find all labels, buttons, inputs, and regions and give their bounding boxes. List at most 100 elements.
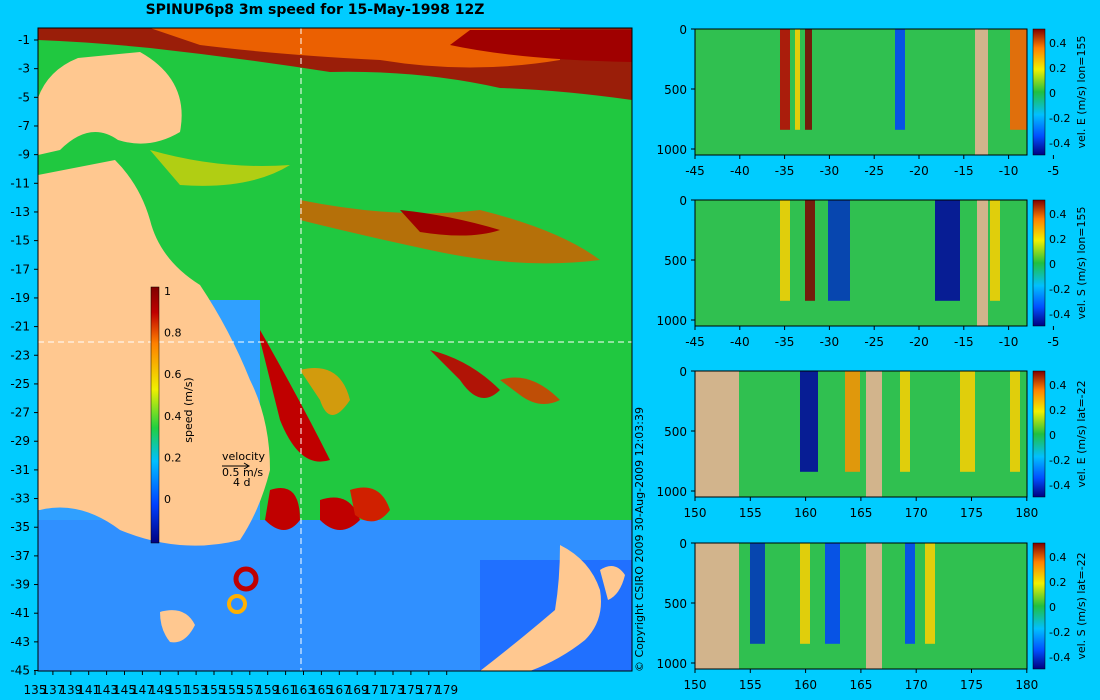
section-feature	[795, 29, 800, 130]
section-x-tick-label: -5	[1047, 164, 1059, 178]
section-x-tick-label: -45	[685, 335, 705, 349]
section-colorbar-tick-label: 0.2	[1049, 62, 1067, 75]
section-x-tick-label: 175	[960, 678, 983, 692]
map-x-tick-label: 155	[203, 683, 226, 697]
section-field	[695, 371, 1027, 497]
section-panel: 150 155 160 165 170 175 180 0 500 1000 0.4 0.2 0 -0.2…	[656, 365, 1088, 520]
map-x-tick-label: 179	[435, 683, 458, 697]
map-y-tick-label: -33	[10, 492, 30, 506]
section-field	[695, 543, 1027, 669]
map-y-tick-label: -13	[10, 205, 30, 219]
section-colorbar-tick-label: 0.4	[1049, 208, 1067, 221]
section-feature	[828, 200, 850, 301]
section-feature	[960, 371, 975, 472]
section-x-tick-label: -20	[909, 164, 929, 178]
map-x-tick-label: 141	[77, 683, 100, 697]
section-y-tick-label: 500	[664, 425, 687, 439]
section-y-tick-label: 0	[679, 537, 687, 551]
map-y-tick-label: -31	[10, 463, 30, 477]
map-x-tick-label: 139	[59, 683, 82, 697]
velocity-key-speed: 0.5 m/s	[222, 466, 263, 479]
section-y-tick-label: 0	[679, 23, 687, 37]
section-frame	[694, 28, 1028, 156]
speed-colorbar-tick-label: 1	[164, 285, 171, 298]
section-x-tick-label: -15	[954, 335, 974, 349]
map-x-tick-label: 155	[220, 683, 243, 697]
section-feature	[780, 200, 790, 301]
section-feature	[925, 543, 935, 644]
section-x-tick-label: 165	[849, 506, 872, 520]
section-ylabel: vel. S (m/s) lat=-22	[1075, 552, 1088, 659]
section-x-tick-label: -15	[954, 164, 974, 178]
section-y-tick-label: 1000	[656, 485, 687, 499]
section-colorbar	[1032, 199, 1046, 327]
map-y-tick-label: -21	[10, 320, 30, 334]
section-x-tick-label: -35	[775, 164, 795, 178]
section-colorbar-tick-label: 0.2	[1049, 233, 1067, 246]
map-x-tick-label: 143	[95, 683, 118, 697]
section-x-tick-label: -10	[999, 164, 1019, 178]
map-y-tick-label: -37	[10, 549, 30, 563]
section-feature	[895, 29, 905, 130]
section-land	[975, 29, 988, 155]
section-land	[695, 543, 739, 669]
map-x-tick-label: 173	[382, 683, 405, 697]
section-frame	[694, 199, 1028, 327]
map-x-tick-label: 147	[131, 683, 154, 697]
map-y-tick-label: -41	[10, 606, 30, 620]
section-colorbar-tick-label: 0.2	[1049, 576, 1067, 589]
map-x-tick-label: 151	[167, 683, 190, 697]
map-x-tick-label: 145	[113, 683, 136, 697]
section-land	[866, 543, 882, 669]
map-x-tick-label: 165	[310, 683, 333, 697]
section-feature	[905, 543, 915, 644]
map-y-tick-label: -29	[10, 434, 30, 448]
section-x-tick-label: -35	[775, 335, 795, 349]
section-feature	[750, 543, 765, 644]
section-field	[695, 29, 1027, 155]
section-colorbar-tick-label: 0	[1049, 258, 1056, 271]
map-y-tick-label: -23	[10, 348, 30, 362]
section-y-tick-label: 500	[664, 254, 687, 268]
section-feature	[825, 543, 840, 644]
section-feature	[780, 29, 790, 130]
map-x-tick-label: 161	[274, 683, 297, 697]
map-x-tick-label: 175	[399, 683, 422, 697]
map-y-tick-label: -17	[10, 262, 30, 276]
section-panel: 150 155 160 165 170 175 180 0 500 1000 0.4 0.2 0 -0.2…	[656, 537, 1088, 692]
section-y-tick-label: 500	[664, 597, 687, 611]
section-x-tick-label: 155	[739, 506, 762, 520]
section-x-tick-label: -20	[909, 335, 929, 349]
map-y-tick-label: -9	[18, 148, 30, 162]
speed-colorbar-tick-label: 0.8	[164, 327, 182, 340]
section-ylabel: vel. S (m/s) lon=155	[1075, 206, 1088, 319]
section-y-tick-label: 0	[679, 194, 687, 208]
section-colorbar-tick-label: 0.2	[1049, 404, 1067, 417]
speed-map	[37, 27, 633, 672]
section-colorbar-tick-label: -0.2	[1049, 112, 1070, 125]
map-x-tick-label: 153	[185, 683, 208, 697]
map-axis-ticks: 1351371391411431451471491511531551551571…	[10, 33, 458, 697]
section-x-tick-label: -25	[864, 164, 884, 178]
section-ylabel: vel. E (m/s) lon=155	[1075, 36, 1088, 149]
section-colorbar-tick-label: 0	[1049, 601, 1056, 614]
section-colorbar-tick-label: 0	[1049, 87, 1056, 100]
map-y-tick-label: -1	[18, 33, 30, 47]
section-colorbar-tick-label: 0	[1049, 429, 1056, 442]
section-ylabel: vel. E (m/s) lat=-22	[1075, 380, 1088, 487]
section-colorbar	[1032, 542, 1046, 670]
section-colorbar	[1032, 370, 1046, 498]
map-x-tick-label: 171	[364, 683, 387, 697]
section-y-tick-label: 0	[679, 365, 687, 379]
section-x-tick-label: -5	[1047, 335, 1059, 349]
section-x-tick-label: 175	[960, 506, 983, 520]
map-y-tick-label: -11	[10, 176, 30, 190]
map-y-tick-label: -45	[10, 664, 30, 678]
section-feature	[845, 371, 860, 472]
section-x-tick-label: 170	[905, 678, 928, 692]
section-colorbar-tick-label: 0.4	[1049, 379, 1067, 392]
section-x-tick-label: 180	[1015, 506, 1038, 520]
section-panels: -45 -40 -35 -30 -25 -20 -15 -10 -5 0 500 1000 0.4 0.2…	[656, 23, 1088, 692]
section-feature	[990, 200, 1000, 301]
map-y-tick-label: -7	[18, 119, 30, 133]
